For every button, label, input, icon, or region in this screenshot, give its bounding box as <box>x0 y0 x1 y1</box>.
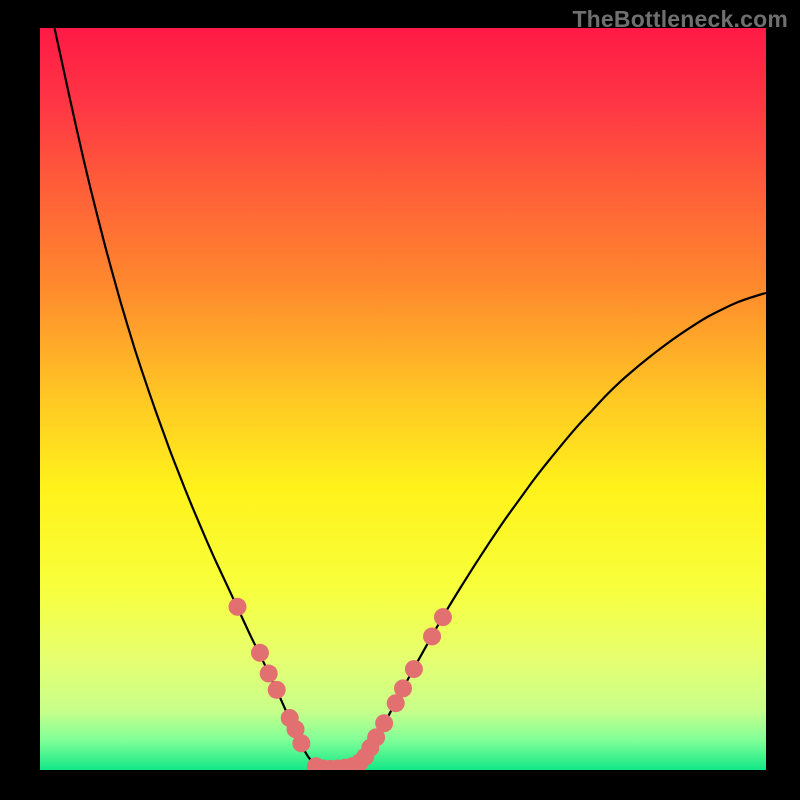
plot-background <box>40 28 766 770</box>
data-marker <box>268 681 286 699</box>
data-marker <box>292 734 310 752</box>
data-marker <box>251 644 269 662</box>
data-marker <box>394 679 412 697</box>
data-marker <box>405 660 423 678</box>
data-marker <box>375 714 393 732</box>
data-marker <box>260 665 278 683</box>
data-marker <box>228 598 246 616</box>
chart-svg <box>0 0 800 800</box>
data-marker <box>434 608 452 626</box>
watermark-text: TheBottleneck.com <box>572 6 788 33</box>
data-marker <box>423 627 441 645</box>
